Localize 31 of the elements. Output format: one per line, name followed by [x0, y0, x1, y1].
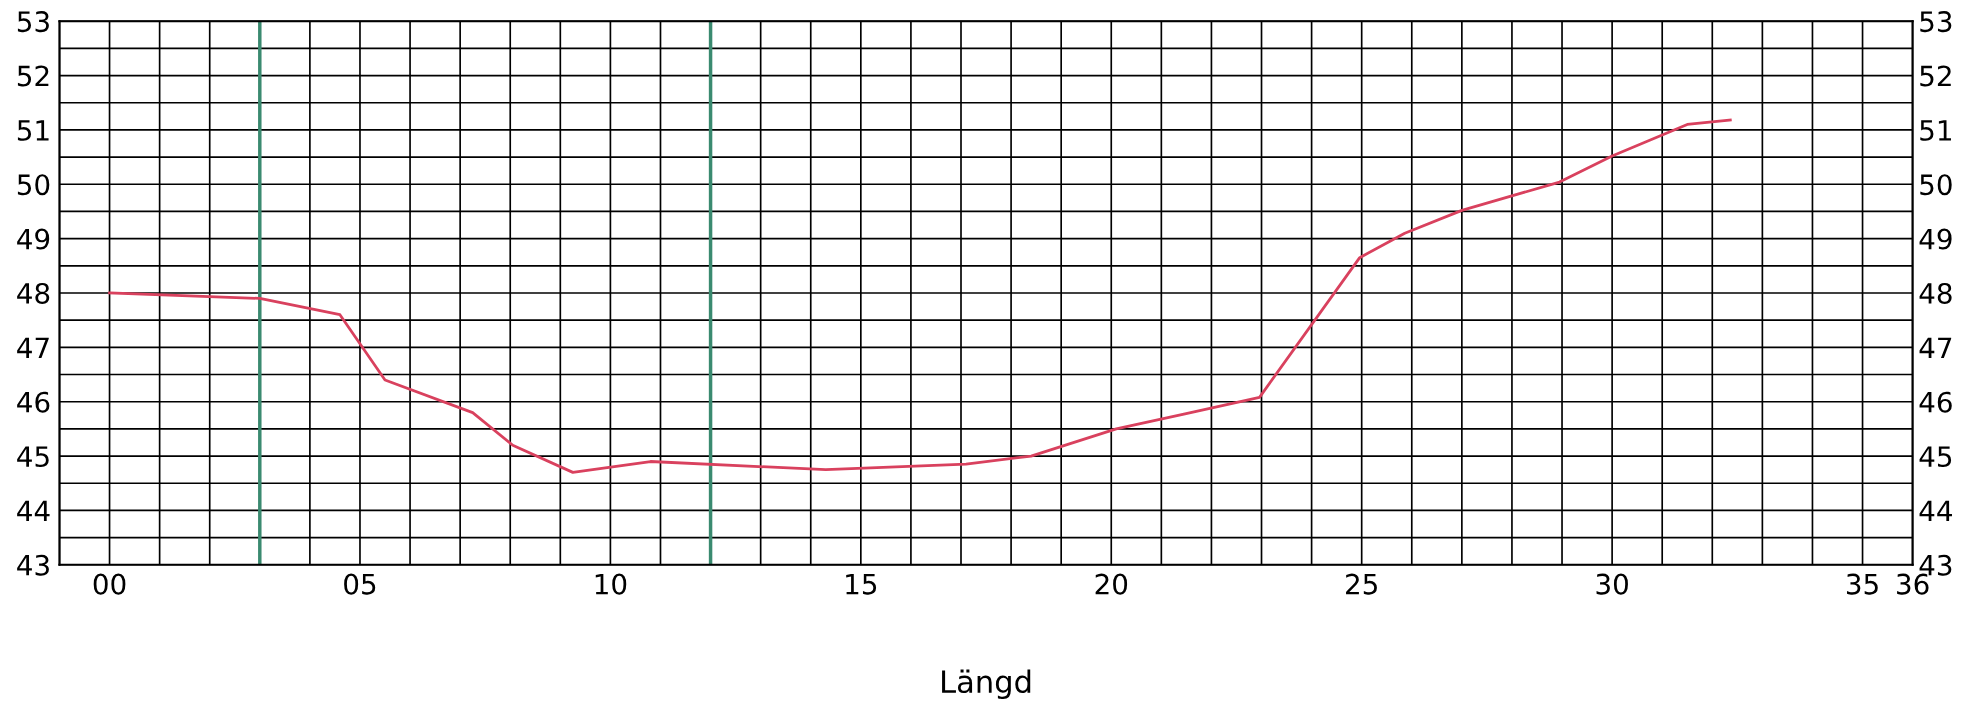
x-axis-title: Längd [942, 669, 1031, 700]
x-tick-label: 00 [93, 573, 126, 595]
y-tick-label: 52 [17, 65, 49, 87]
x-tick-label: 30 [1596, 573, 1628, 595]
y2-tick-label: 47 [1919, 337, 1952, 358]
y-tick-label: 50 [17, 174, 50, 196]
y-tick-label: 48 [17, 282, 50, 304]
y-tick-label: 53 [17, 11, 49, 33]
y-tick-label: 51 [17, 120, 49, 141]
y2-tick-label: 45 [1919, 446, 1952, 468]
y2-tick-label: 44 [1919, 500, 1952, 521]
x-tick-label: 05 [344, 573, 376, 595]
y2-tick-label: 48 [1919, 282, 1952, 304]
y-tick-label: 45 [17, 446, 49, 468]
x-tick-label: 15 [846, 573, 877, 595]
y2-tick-label: 49 [1919, 228, 1952, 250]
y-tick-label: 46 [17, 391, 50, 413]
x-tick-label: 20 [1095, 573, 1128, 595]
y2-tick-label: 52 [1920, 65, 1951, 87]
x-tick-label: 25 [1346, 573, 1377, 595]
y2-tick-label: 51 [1920, 120, 1951, 141]
y-tick-label: 47 [17, 337, 49, 358]
y-tick-label: 49 [17, 228, 50, 250]
line-series [108, 118, 1732, 474]
y-tick-label: 44 [17, 500, 50, 521]
x-tick-label: 10 [595, 573, 627, 595]
y2-tick-label: 46 [1919, 391, 1952, 413]
x-tick-label: 35 [1846, 573, 1878, 595]
y2-tick-label: 53 [1920, 11, 1952, 33]
y2-tick-label: 50 [1920, 174, 1952, 196]
y-tick-label: 43 [17, 554, 49, 576]
